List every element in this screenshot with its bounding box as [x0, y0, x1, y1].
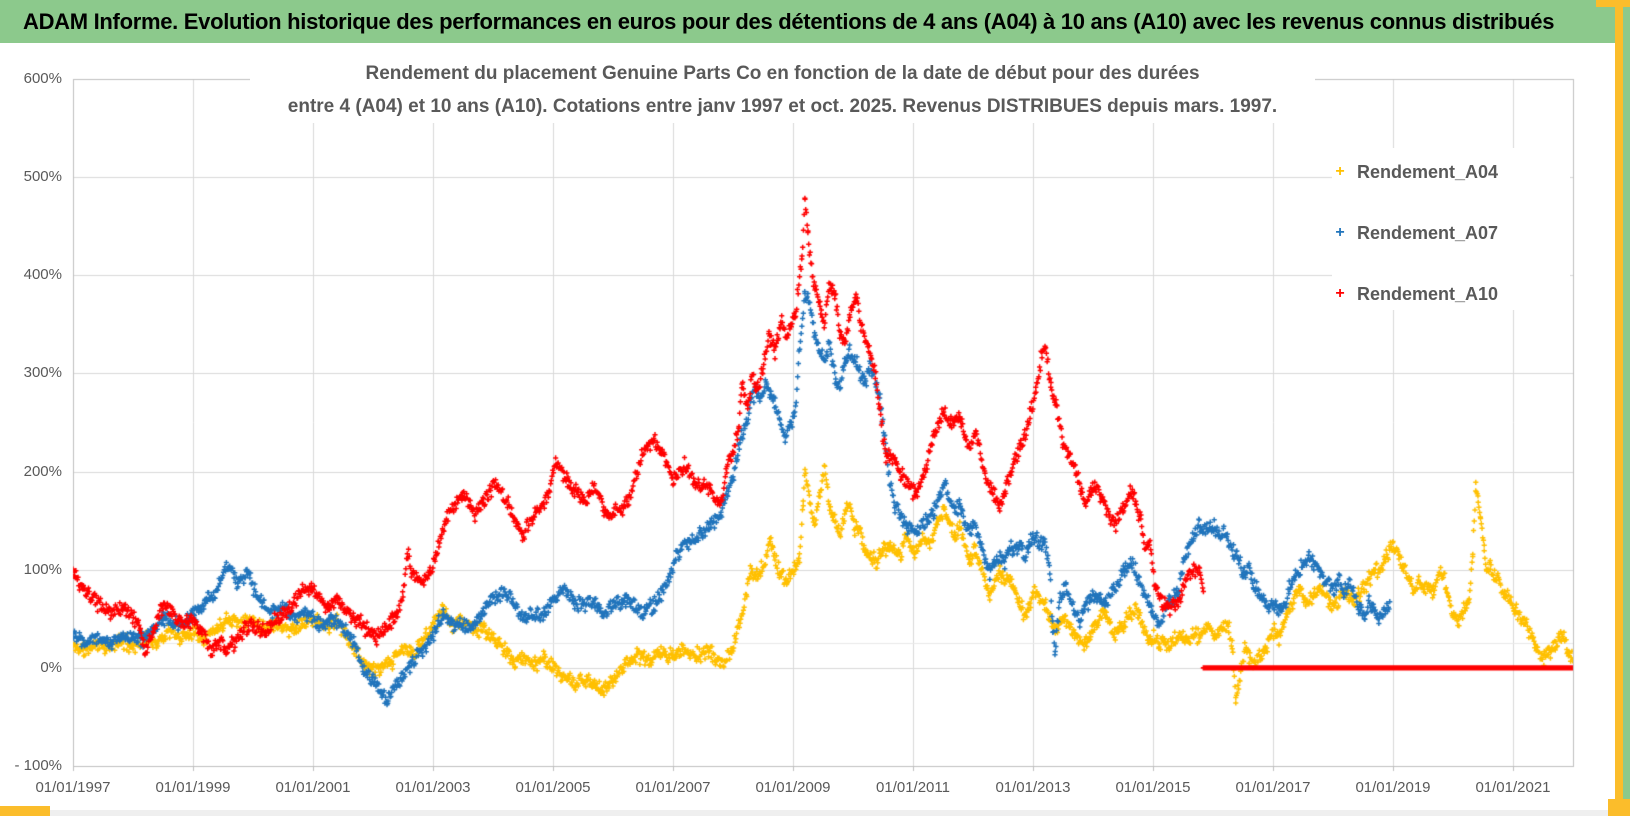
plus-marker-icon: +	[1335, 163, 1345, 180]
selection-handle-top-right[interactable]	[1596, 0, 1630, 7]
legend: + Rendement_A04 + Rendement_A07 + Rendem…	[1332, 148, 1570, 310]
x-tick-label: 01/01/2001	[275, 779, 351, 796]
plus-marker-icon: +	[1335, 224, 1345, 241]
y-tick-label: 300%	[23, 364, 62, 382]
x-tick-label: 01/01/2013	[995, 779, 1071, 796]
legend-item-a04[interactable]: + Rendement_A04	[1332, 160, 1570, 184]
legend-label: Rendement_A07	[1357, 222, 1499, 243]
y-tick-label: 600%	[23, 70, 62, 87]
legend-label: Rendement_A10	[1357, 283, 1499, 304]
page-title: ADAM Informe. Evolution historique des p…	[23, 8, 1555, 34]
plus-marker-icon: +	[1335, 285, 1345, 302]
legend-item-a07[interactable]: + Rendement_A07	[1332, 221, 1570, 245]
y-tick-label: 100%	[23, 560, 62, 578]
x-tick-label: 01/01/2007	[635, 779, 711, 796]
x-tick-label: 01/01/2011	[876, 779, 950, 796]
y-tick-label: 500%	[23, 168, 62, 186]
x-tick-label: 01/01/1997	[35, 779, 111, 796]
chart-title-line2: entre 4 (A04) et 10 ans (A10). Cotations…	[287, 96, 1278, 117]
legend-item-a10[interactable]: + Rendement_A10	[1332, 282, 1570, 306]
x-tick-label: 01/01/1999	[155, 779, 231, 796]
chart-title: Rendement du placement Genuine Parts Co …	[250, 57, 1315, 123]
selection-border-right	[1615, 6, 1623, 808]
x-tick-label: 01/01/2019	[1355, 779, 1431, 796]
x-tick-label: 01/01/2015	[1115, 779, 1191, 796]
y-tick-label: 0%	[40, 658, 62, 676]
bottom-strip	[0, 810, 1630, 816]
selection-handle-bottom-left[interactable]	[0, 806, 50, 816]
x-tick-label: 01/01/2005	[515, 779, 591, 796]
y-tick-label: 400%	[23, 266, 62, 284]
x-tick-label: 01/01/2021	[1475, 779, 1551, 796]
y-tick-label: 200%	[23, 462, 62, 480]
y-tick-label: - 100%	[14, 757, 62, 774]
chart-title-line1: Rendement du placement Genuine Parts Co …	[365, 63, 1200, 84]
x-tick-label: 01/01/2003	[395, 779, 471, 796]
legend-label: Rendement_A04	[1357, 161, 1499, 182]
window-right-border	[1623, 0, 1630, 816]
x-tick-label: 01/01/2017	[1235, 779, 1311, 796]
x-tick-label: 01/01/2009	[755, 779, 831, 796]
selection-handle-bottom-right[interactable]	[1608, 799, 1630, 816]
title-bar: ADAM Informe. Evolution historique des p…	[0, 0, 1630, 43]
